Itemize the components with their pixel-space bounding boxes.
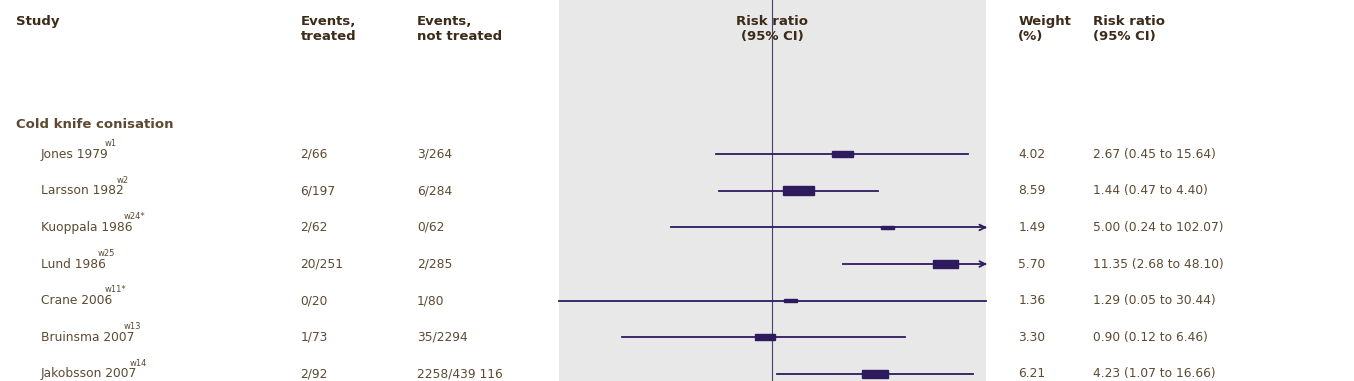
Text: w14: w14 <box>130 359 148 368</box>
Text: 3.30: 3.30 <box>1018 331 1045 344</box>
Text: w2: w2 <box>116 176 129 185</box>
Text: Risk ratio
(95% CI): Risk ratio (95% CI) <box>1093 15 1164 43</box>
Text: 1.36: 1.36 <box>1018 294 1045 307</box>
Text: Bruinsma 2007: Bruinsma 2007 <box>41 331 134 344</box>
Text: 2258/439 116: 2258/439 116 <box>417 367 502 380</box>
Text: 5.00 (0.24 to 102.07): 5.00 (0.24 to 102.07) <box>1093 221 1223 234</box>
Text: w13: w13 <box>123 322 141 331</box>
Bar <box>933 261 959 267</box>
Text: 2.67 (0.45 to 15.64): 2.67 (0.45 to 15.64) <box>1093 148 1216 161</box>
Text: 4.23 (1.07 to 16.66): 4.23 (1.07 to 16.66) <box>1093 367 1216 380</box>
Text: Jakobsson 2007: Jakobsson 2007 <box>41 367 137 380</box>
Text: Crane 2006: Crane 2006 <box>41 294 112 307</box>
Text: 1/80: 1/80 <box>417 294 444 307</box>
Bar <box>862 370 888 378</box>
Text: 11.35 (2.68 to 48.10): 11.35 (2.68 to 48.10) <box>1093 258 1224 271</box>
Bar <box>756 335 774 340</box>
Text: Risk ratio
(95% CI): Risk ratio (95% CI) <box>737 15 808 43</box>
Text: Kuoppala 1986: Kuoppala 1986 <box>41 221 133 234</box>
Text: 2/285: 2/285 <box>417 258 452 271</box>
Text: Study: Study <box>16 15 60 28</box>
Text: w11*: w11* <box>104 285 126 295</box>
Text: w1: w1 <box>104 139 116 148</box>
Text: w24*: w24* <box>123 212 145 221</box>
Text: 0/62: 0/62 <box>417 221 444 234</box>
Text: 4.02: 4.02 <box>1018 148 1045 161</box>
Text: 1.44 (0.47 to 4.40): 1.44 (0.47 to 4.40) <box>1093 184 1208 197</box>
FancyBboxPatch shape <box>559 0 986 381</box>
Text: 1.29 (0.05 to 30.44): 1.29 (0.05 to 30.44) <box>1093 294 1216 307</box>
Text: Weight
(%): Weight (%) <box>1018 15 1071 43</box>
Text: 0.90 (0.12 to 6.46): 0.90 (0.12 to 6.46) <box>1093 331 1208 344</box>
Text: Lund 1986: Lund 1986 <box>41 258 106 271</box>
Text: Larsson 1982: Larsson 1982 <box>41 184 123 197</box>
Text: 6.21: 6.21 <box>1018 367 1045 380</box>
Text: 5.70: 5.70 <box>1018 258 1045 271</box>
Text: 20/251: 20/251 <box>301 258 344 271</box>
Text: Events,
treated: Events, treated <box>301 15 356 43</box>
Text: 6/284: 6/284 <box>417 184 452 197</box>
Text: Events,
not treated: Events, not treated <box>417 15 502 43</box>
Text: 0/20: 0/20 <box>301 294 328 307</box>
Text: Cold knife conisation: Cold knife conisation <box>16 118 173 131</box>
Bar <box>831 151 853 157</box>
Text: 8.59: 8.59 <box>1018 184 1045 197</box>
Text: Jones 1979: Jones 1979 <box>41 148 108 161</box>
Text: 6/197: 6/197 <box>301 184 336 197</box>
Text: w25: w25 <box>97 249 115 258</box>
Text: 1/73: 1/73 <box>301 331 328 344</box>
Bar <box>783 186 814 195</box>
Text: 3/264: 3/264 <box>417 148 452 161</box>
Text: 1.49: 1.49 <box>1018 221 1045 234</box>
Text: 2/92: 2/92 <box>301 367 328 380</box>
Text: 35/2294: 35/2294 <box>417 331 467 344</box>
Text: 2/66: 2/66 <box>301 148 328 161</box>
Text: 2/62: 2/62 <box>301 221 328 234</box>
Bar <box>784 299 796 303</box>
Bar <box>880 226 894 229</box>
